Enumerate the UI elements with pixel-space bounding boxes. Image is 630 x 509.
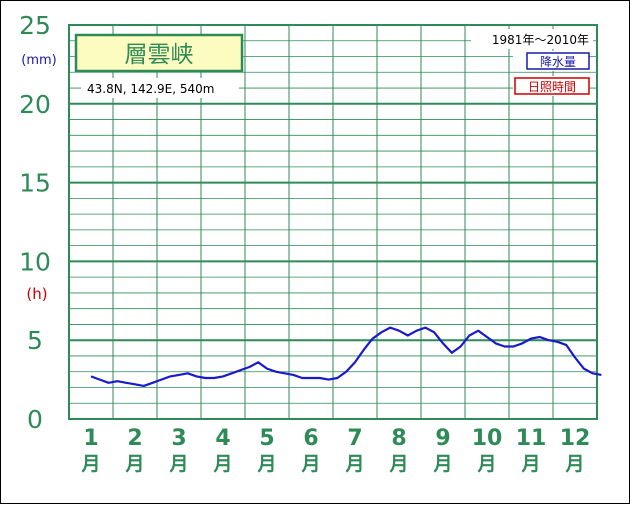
x-tick-unit: 月 <box>432 453 452 475</box>
x-tick-label: 2 <box>127 426 142 451</box>
x-tick-unit: 月 <box>476 453 496 475</box>
x-tick-label: 9 <box>435 426 450 451</box>
legend-item-box <box>514 77 590 95</box>
title-box <box>74 33 244 73</box>
period-label: 1981年～2010年 <box>492 33 589 47</box>
x-tick-unit: 月 <box>168 453 188 475</box>
period-bg <box>471 29 593 49</box>
y-tick-label: 5 <box>27 326 43 355</box>
legend-item-label: 日照時間 <box>528 80 576 94</box>
y-tick-label: 15 <box>19 169 51 198</box>
x-tick-unit: 月 <box>256 453 276 475</box>
y-tick-labels: 0 5 10 15 20 25 <box>19 11 51 434</box>
x-tick-unit: 月 <box>124 453 144 475</box>
x-tick-label: 1 <box>83 426 98 451</box>
x-tick-label: 12 <box>560 426 591 451</box>
x-tick-label: 10 <box>472 426 503 451</box>
x-tick-unit: 月 <box>520 453 540 475</box>
legend-item-label: 降水量 <box>540 55 576 69</box>
y-tick-label: 20 <box>19 90 51 119</box>
chart-title: 層雲峡 <box>125 42 194 68</box>
location-bg <box>81 78 239 98</box>
legend-item: 降水量 <box>513 51 590 71</box>
x-tick-unit: 月 <box>388 453 408 475</box>
x-tick-label: 11 <box>516 426 547 451</box>
location-info: 43.8N, 142.9E, 540m <box>87 82 214 96</box>
x-tick-label: 4 <box>215 426 230 451</box>
legend-item-box <box>526 52 590 70</box>
x-tick-unit: 月 <box>80 453 100 475</box>
y-tick-label: 0 <box>27 405 43 434</box>
x-tick-unit: 月 <box>212 453 232 475</box>
x-tick-label: 7 <box>347 426 362 451</box>
unit-label-sunshine: (h) <box>26 285 47 303</box>
x-tick-label: 8 <box>391 426 406 451</box>
y-tick-label: 25 <box>19 11 51 40</box>
legend-item: 日照時間 <box>513 76 590 96</box>
y-tick-label: 10 <box>19 247 51 276</box>
x-tick-unit: 月 <box>300 453 320 475</box>
x-tick-unit: 月 <box>564 453 584 475</box>
x-tick-label: 6 <box>303 426 318 451</box>
series-line-precip <box>90 326 602 387</box>
x-tick-label: 5 <box>259 426 274 451</box>
x-tick-label: 3 <box>171 426 186 451</box>
x-tick-unit: 月 <box>344 453 364 475</box>
unit-label-precip: (mm) <box>21 53 56 68</box>
